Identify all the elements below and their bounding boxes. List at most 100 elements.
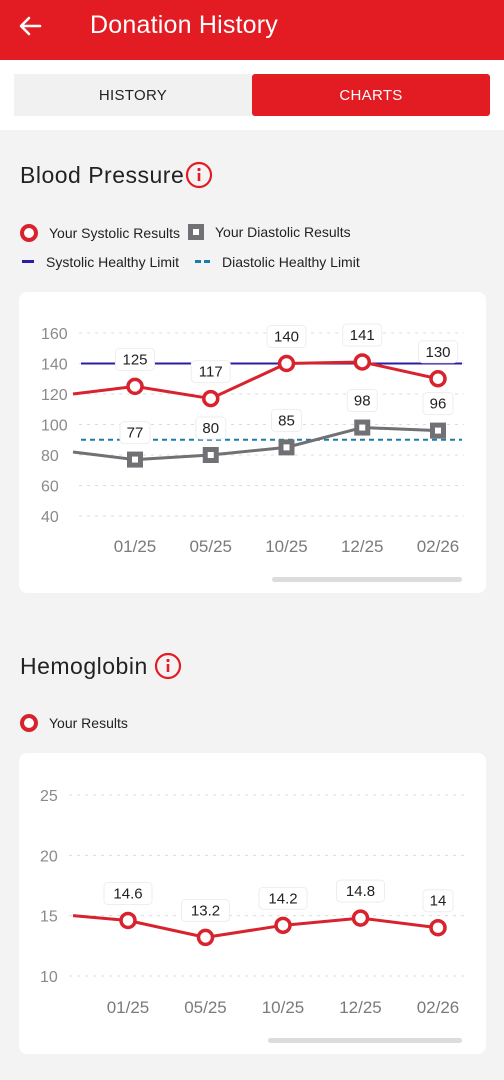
chart-scrollbar[interactable] [272,577,462,582]
info-icon[interactable] [154,652,182,680]
hemoglobin-chart: 10 15 20 25 01/25 05/25 10/25 12/25 02/26 14.6 13.… [40,788,464,1017]
data-label: 77 [127,425,144,442]
data-label-box [422,889,454,913]
x-tick-label: 12/25 [341,537,384,556]
back-arrow-icon[interactable] [14,10,46,42]
systolic-point [429,370,447,388]
data-label-box [103,881,153,905]
legend-diastolic-limit-label: Diastolic Healthy Limit [222,254,360,270]
data-label-box [418,340,458,364]
data-label-box [115,347,155,371]
systolic-point [126,377,144,396]
x-tick-label: 01/25 [107,998,150,1017]
data-label: 13.2 [191,902,220,919]
y-tick-label: 80 [41,448,59,465]
x-tick-label: 10/25 [262,998,305,1017]
diastolic-point-center [283,444,290,451]
data-label: 140 [274,329,299,346]
x-tick-label: 10/25 [265,537,308,556]
tab-history[interactable]: HISTORY [14,74,252,116]
systolic-point [202,389,220,408]
y-tick-label: 40 [41,509,59,526]
systolic-point [274,916,292,935]
tab-bar: HISTORY CHARTS [0,60,504,130]
diastolic-point-center [132,456,138,463]
y-tick-label: 25 [40,788,58,805]
data-label: 80 [202,420,219,437]
x-tick-label: 02/26 [417,998,460,1017]
data-label-box [422,392,454,416]
legend-systolic-limit: Systolic Healthy Limit [20,254,179,270]
data-label: 98 [354,393,371,410]
legend-results-label: Your Results [49,715,128,731]
legend-systolic-limit-label: Systolic Healthy Limit [46,254,180,270]
data-label-box [181,898,230,922]
y-tick-label: 20 [40,848,58,865]
app-bar: Donation History [0,0,504,60]
data-label-box [190,360,231,384]
diastolic-series-line [72,426,439,462]
dashed-line-icon [195,260,210,263]
data-label-box [258,886,308,910]
data-label: 130 [425,344,450,361]
data-label-box [195,416,227,440]
legend-diastolic-limit: Diastolic Healthy Limit [194,254,360,270]
blood-pressure-title: Blood Pressure [20,162,185,188]
data-label-box [346,389,378,413]
page-title: Donation History [90,11,279,39]
square-marker-icon [188,224,204,240]
info-icon[interactable] [185,161,213,189]
y-tick-label: 160 [41,326,68,343]
data-label: 125 [122,351,147,368]
solid-line-icon [22,260,34,263]
systolic-series-line [72,360,439,401]
data-label: 85 [278,412,295,429]
data-label: 14.2 [268,890,297,907]
data-label: 14.8 [346,883,375,900]
x-tick-label: 02/26 [417,537,460,556]
blood-pressure-chart-card: 40 60 80 100 120 140 160 01/25 05/25 10/25 12/25 02… [19,292,486,593]
systolic-point [353,353,371,371]
diastolic-point-center [435,427,441,434]
legend-diastolic: Your Diastolic Results [187,223,351,241]
x-tick-label: 05/25 [189,537,232,556]
chart-scrollbar[interactable] [268,1038,462,1043]
circle-marker-icon [20,714,38,732]
systolic-point [277,354,296,373]
systolic-point [119,911,137,930]
data-label: 14 [430,893,447,910]
hemoglobin-title: Hemoglobin [20,653,148,679]
data-label-box [271,408,302,432]
data-label: 117 [199,364,223,381]
systolic-point [196,928,215,947]
legend-systolic: Your Systolic Results [19,223,180,243]
hemoglobin-chart-card: 10 15 20 25 01/25 05/25 10/25 12/25 02/26 14.6 13.… [19,753,486,1054]
data-label: 96 [430,396,447,413]
y-tick-label: 120 [41,387,68,404]
systolic-point [429,918,447,937]
data-label-box [119,421,151,445]
data-label-box [266,325,307,348]
data-label: 141 [350,327,375,344]
y-tick-label: 60 [41,479,59,496]
x-tick-label: 01/25 [114,537,157,556]
y-tick-label: 15 [40,909,58,926]
y-tick-label: 140 [41,357,68,374]
legend-systolic-label: Your Systolic Results [49,225,180,241]
circle-marker-icon [20,224,38,242]
blood-pressure-chart: 40 60 80 100 120 140 160 01/25 05/25 10/25 12/25 02… [41,323,464,556]
x-tick-label: 05/25 [184,998,227,1017]
legend-diastolic-label: Your Diastolic Results [215,224,351,240]
data-label-box [342,323,383,347]
systolic-point [351,909,370,927]
x-tick-label: 12/25 [339,998,382,1017]
y-tick-label: 10 [40,969,58,986]
data-label-box [336,879,385,903]
diastolic-point-center [359,424,366,431]
systolic-series-line [72,914,439,939]
data-label: 14.6 [113,885,142,902]
tab-charts[interactable]: CHARTS [252,74,490,116]
diastolic-point-center [207,452,214,458]
y-tick-label: 100 [41,418,68,435]
legend-results: Your Results [19,713,128,733]
